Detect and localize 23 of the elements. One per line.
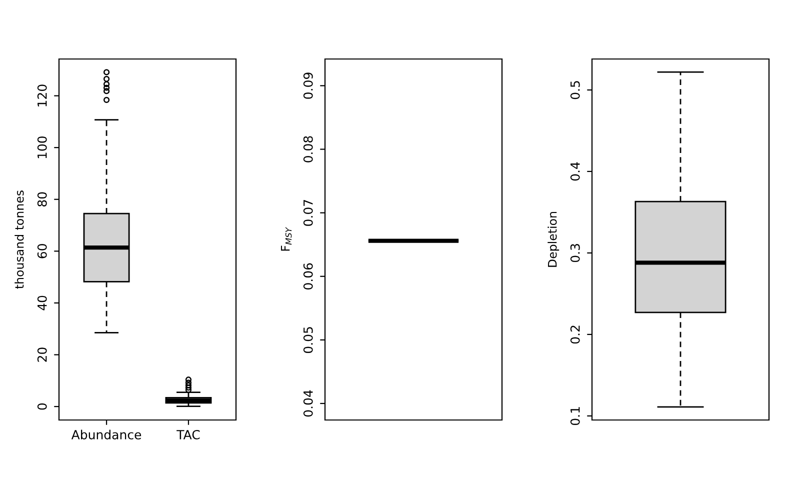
y-tick-label: 0.08 <box>303 136 313 162</box>
y-axis-title: F$_{MSY}$ <box>280 226 292 251</box>
y-tick-label: 0.09 <box>303 72 313 99</box>
y-tick-label: 0.04 <box>303 390 313 417</box>
y-tick-label: 0.1 <box>570 407 580 426</box>
y-axis-title: Depletion <box>548 212 560 267</box>
y-tick-label: 20 <box>37 348 47 362</box>
y-tick-label: 0.07 <box>303 200 313 226</box>
y-tick-label: 120 <box>37 84 47 106</box>
y-tick-label: 0.05 <box>303 327 313 354</box>
y-tick-label: 0.06 <box>303 263 313 290</box>
y-tick-label: 0.5 <box>570 81 580 100</box>
x-tick-label: TAC <box>176 430 200 440</box>
y-tick-label: 0.4 <box>570 162 580 181</box>
y-tick-label: 100 <box>37 136 47 158</box>
y-tick-label: 0.2 <box>570 326 580 344</box>
x-tick-label: Abundance <box>71 430 142 440</box>
y-tick-label: 60 <box>37 244 47 258</box>
y-axis-title: thousand tonnes <box>14 190 24 289</box>
y-tick-label: 40 <box>37 296 47 310</box>
y-tick-label: 0 <box>37 403 47 410</box>
y-tick-label: 80 <box>37 192 47 206</box>
y-tick-label: 0.3 <box>570 244 580 262</box>
